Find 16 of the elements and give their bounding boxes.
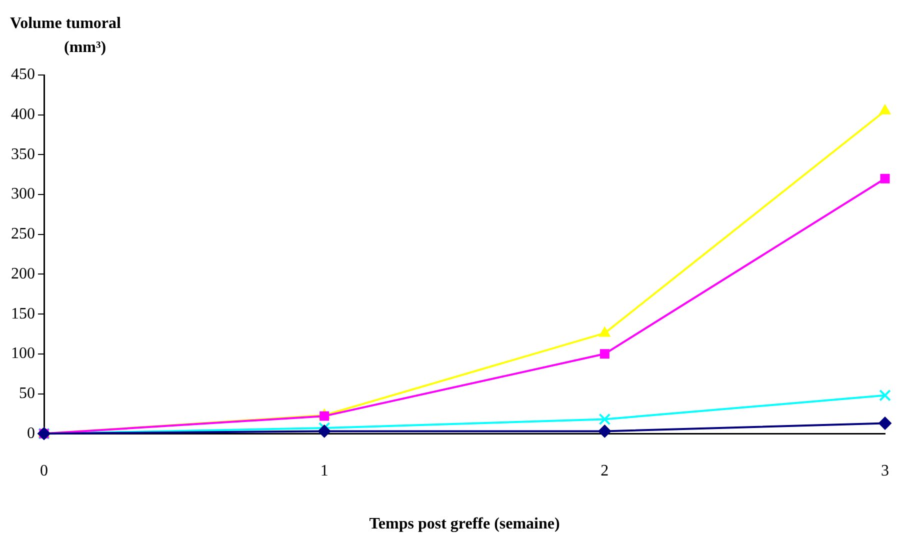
x-tick-label: 1 [320,462,328,480]
y-tick-label: 250 [11,226,35,243]
x-tick-label: 2 [600,462,609,480]
y-tick-label: 50 [19,384,35,402]
x-tick-label: 3 [881,462,889,480]
y-tick-label: 0 [27,424,35,442]
x-axis-title: Temps post greffe (semaine) [369,516,560,533]
y-axis-title: Volume tumoral (mm³) [10,14,122,58]
y-tick-label: 400 [11,106,35,124]
y-tick-label: 300 [11,186,35,203]
y-tick-label: 450 [11,66,35,84]
y-tick-label: 200 [11,265,35,282]
y-tick-label: 150 [11,305,35,322]
y-tick-label: 100 [11,345,35,362]
y-tick-label: 350 [11,146,35,163]
x-tick-label: 0 [40,462,48,480]
